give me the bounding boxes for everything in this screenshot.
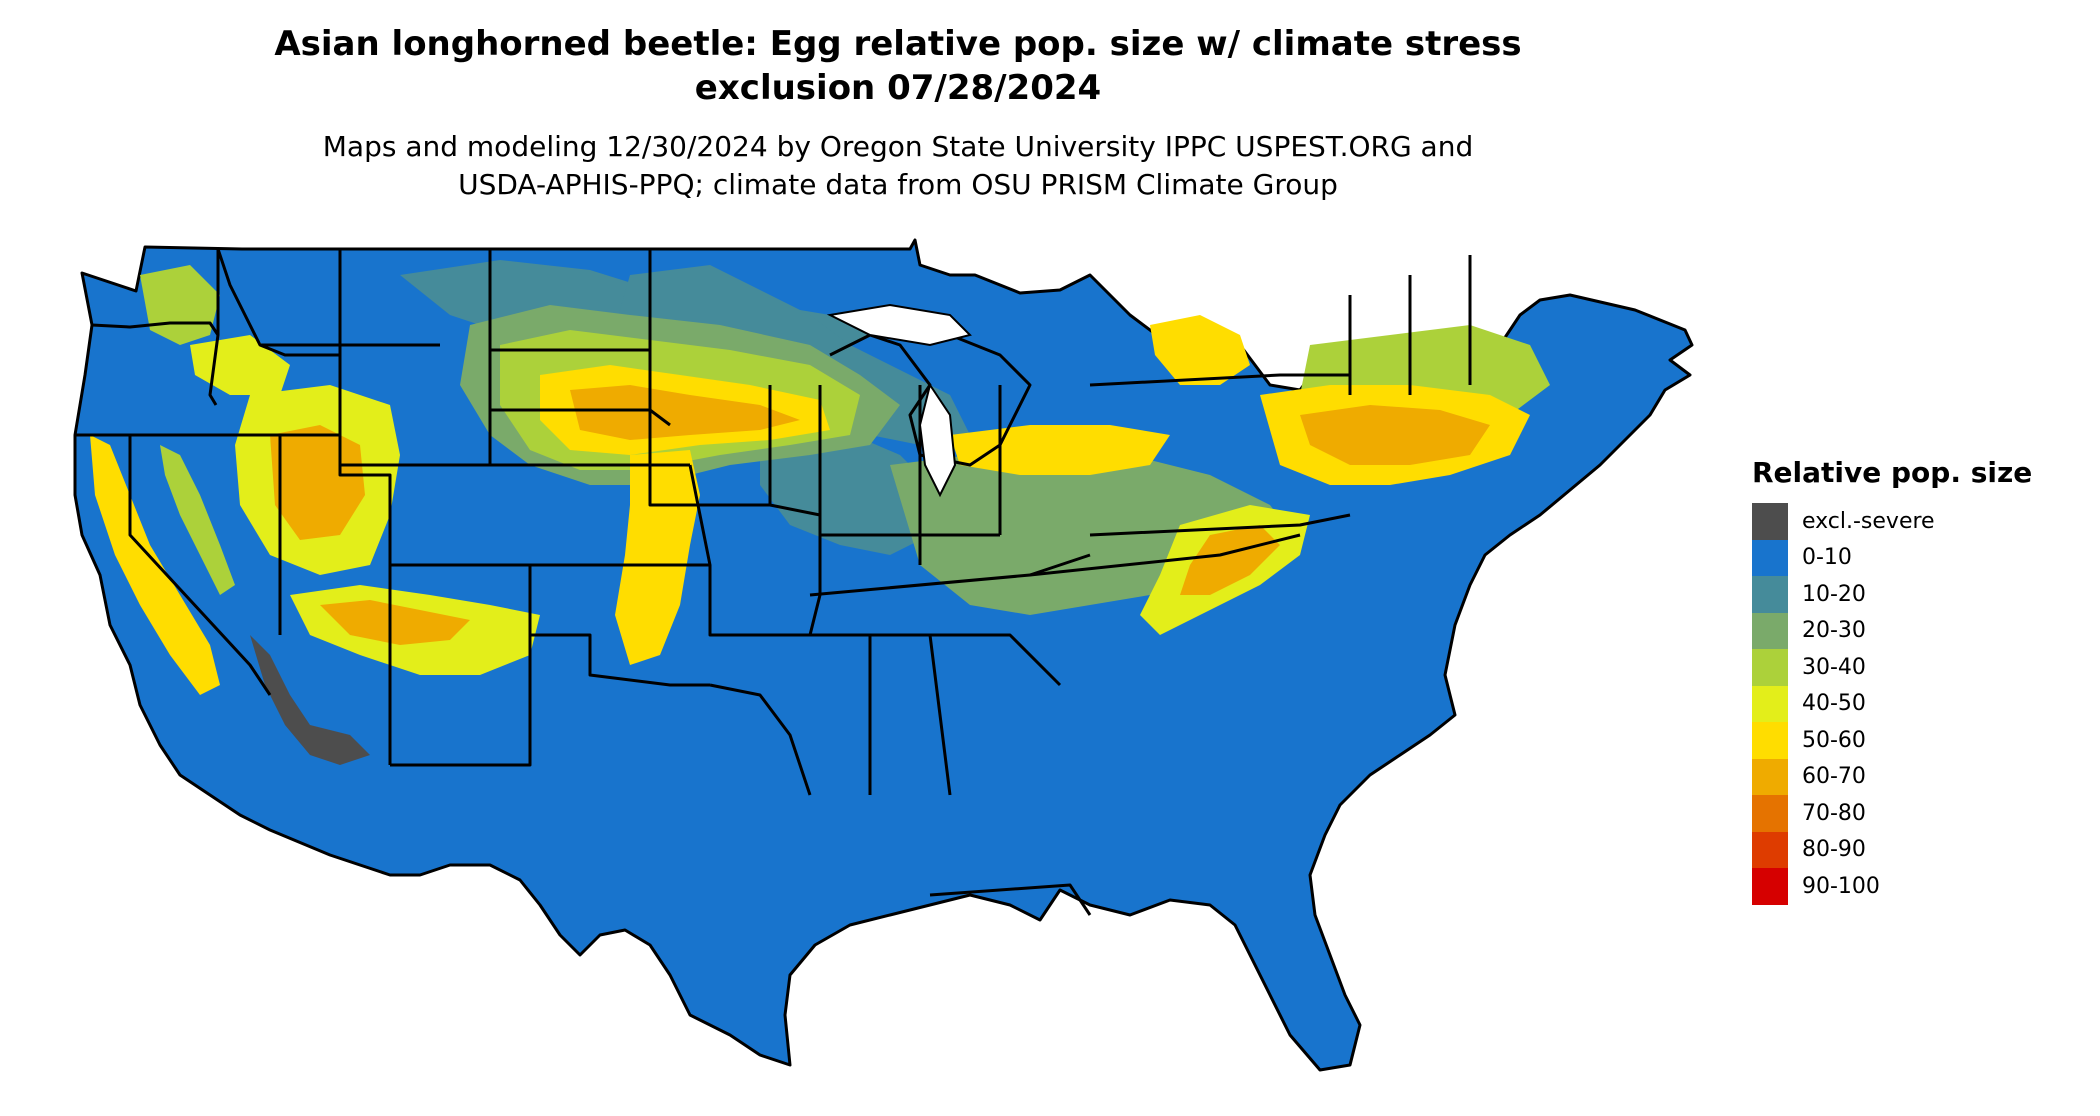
great-lakes xyxy=(826,303,972,498)
legend-label: 0-10 xyxy=(1802,545,1852,571)
title-line-1: Asian longhorned beetle: Egg relative po… xyxy=(274,24,1522,64)
subtitle-line-1: Maps and modeling 12/30/2024 by Oregon S… xyxy=(322,130,1474,163)
map-title: Asian longhorned beetle: Egg relative po… xyxy=(0,22,1796,110)
legend-item: 10-20 xyxy=(1752,576,2082,613)
state-border-ia-mo xyxy=(648,410,770,507)
suitability-zones xyxy=(90,260,1550,765)
legend-items: excl.-severe 0-10 10-20 20-30 30-40 40-50 50-6… xyxy=(1752,503,2082,905)
map-legend: Relative pop. size excl.-severe 0-10 10-20… xyxy=(1752,455,2082,905)
legend-item: 70-80 xyxy=(1752,795,2082,832)
legend-item: 90-100 xyxy=(1752,868,2082,905)
state-border-pa-ny xyxy=(1089,373,1350,387)
legend-label: 50-60 xyxy=(1802,727,1866,753)
lake-michigan xyxy=(918,382,957,498)
state-boundaries xyxy=(75,248,1472,916)
legend-swatch xyxy=(1752,868,1788,905)
legend-label: 20-30 xyxy=(1802,618,1866,644)
zone-northeast-60-70 xyxy=(1300,405,1490,465)
legend-swatch xyxy=(1752,503,1788,540)
zone-sierra-30-40 xyxy=(160,445,235,595)
legend-swatch xyxy=(1752,722,1788,759)
legend-label: 60-70 xyxy=(1802,764,1866,790)
state-border-nm-tx xyxy=(390,635,532,767)
state-border-nv-ut xyxy=(218,433,282,635)
subtitle-line-2: USDA-APHIS-PPQ; climate data from OSU PR… xyxy=(458,168,1338,201)
legend-swatch xyxy=(1752,831,1788,868)
zone-michigan-50-60 xyxy=(1150,315,1250,385)
legend-item: 60-70 xyxy=(1752,758,2082,795)
zone-excluded-desert xyxy=(250,635,370,765)
state-border-ga-sc xyxy=(930,633,1062,687)
legend-item: 50-60 xyxy=(1752,722,2082,759)
legend-item: 0-10 xyxy=(1752,539,2082,576)
state-border-mo-ar xyxy=(688,464,810,637)
state-border-id-west xyxy=(208,249,220,406)
zone-appalachia-60-70 xyxy=(1180,525,1280,595)
legend-swatch xyxy=(1752,612,1788,649)
legend-label: excl.-severe xyxy=(1802,508,1935,534)
legend-swatch xyxy=(1752,685,1788,722)
legend-title: Relative pop. size xyxy=(1752,456,2033,489)
legend-item: 20-30 xyxy=(1752,612,2082,649)
legend-swatch xyxy=(1752,539,1788,576)
legend-item: 80-90 xyxy=(1752,831,2082,868)
legend-swatch xyxy=(1752,576,1788,613)
legend-item: excl.-severe xyxy=(1752,503,2082,540)
state-border-va-nc xyxy=(1029,533,1301,577)
state-border-wy-co xyxy=(338,345,490,467)
legend-item: 40-50 xyxy=(1752,685,2082,722)
state-border-michigan xyxy=(829,333,1032,467)
state-border-wa-or xyxy=(91,321,220,336)
legend-swatch xyxy=(1752,649,1788,686)
map-subtitle: Maps and modeling 12/30/2024 by Oregon S… xyxy=(0,128,1796,204)
legend-swatch xyxy=(1752,758,1788,795)
legend-label: 70-80 xyxy=(1802,800,1866,826)
state-border-fl-ga xyxy=(929,883,1092,916)
legend-item: 30-40 xyxy=(1752,649,2082,686)
title-line-2: exclusion 07/28/2024 xyxy=(694,68,1102,108)
legend-label: 30-40 xyxy=(1802,654,1866,680)
legend-label: 10-20 xyxy=(1802,581,1866,607)
us-map xyxy=(73,238,1694,1072)
legend-label: 90-100 xyxy=(1802,873,1880,899)
state-border-nv-ca xyxy=(128,435,272,696)
state-border-wi-il xyxy=(768,385,821,517)
state-border-pa-md xyxy=(1089,513,1351,537)
legend-label: 80-90 xyxy=(1802,837,1866,863)
zone-plains-60-70 xyxy=(570,385,800,440)
zone-arizona-60-70 xyxy=(320,600,470,645)
state-border-la-ms xyxy=(709,683,812,796)
state-border-ut-co xyxy=(280,433,392,565)
zone-california-coast-50-60 xyxy=(90,435,220,695)
legend-label: 40-50 xyxy=(1802,691,1866,717)
lake-superior xyxy=(826,303,972,347)
state-border-ok-tx xyxy=(530,633,710,687)
legend-swatch xyxy=(1752,795,1788,832)
